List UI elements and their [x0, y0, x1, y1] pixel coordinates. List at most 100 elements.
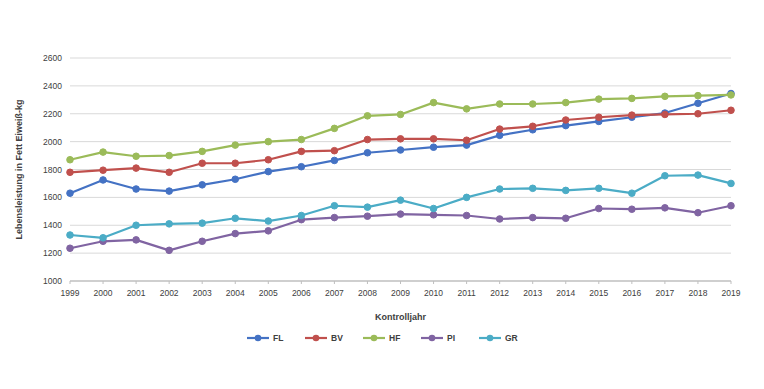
series-line: [70, 94, 731, 194]
x-tick-label: 2007: [325, 288, 344, 298]
x-tick-label: 2019: [722, 288, 741, 298]
series-marker: [133, 237, 140, 244]
series-marker: [463, 194, 470, 201]
x-tick-label: 2015: [589, 288, 608, 298]
series-marker: [364, 204, 371, 211]
x-tick: [202, 281, 203, 284]
x-tick-label: 2006: [292, 288, 311, 298]
series-line: [70, 110, 731, 172]
series-marker: [133, 165, 140, 172]
series-marker: [496, 126, 503, 133]
series-marker: [331, 214, 338, 221]
x-tick-label: 2003: [193, 288, 212, 298]
series-marker: [133, 186, 140, 193]
series-marker: [67, 245, 74, 252]
x-tick: [433, 281, 434, 284]
series-marker: [166, 247, 173, 254]
series-line: [70, 95, 731, 160]
series-marker: [728, 202, 735, 209]
x-tick-label: 2018: [688, 288, 707, 298]
series-marker: [397, 211, 404, 218]
series-marker: [232, 230, 239, 237]
series-marker: [430, 211, 437, 218]
x-tick-label: 2009: [391, 288, 410, 298]
series-marker: [166, 169, 173, 176]
x-tick-label: 2012: [490, 288, 509, 298]
x-tick: [499, 281, 500, 284]
plot-area: [67, 90, 735, 253]
series-marker: [728, 180, 735, 187]
series-marker: [133, 153, 140, 160]
series-marker: [166, 188, 173, 195]
series-marker: [629, 112, 636, 119]
series-marker: [430, 205, 437, 212]
legend-label: BV: [331, 333, 343, 343]
series-marker: [430, 99, 437, 106]
series-marker: [232, 142, 239, 149]
x-tick-label: 2010: [424, 288, 443, 298]
series-marker: [166, 221, 173, 228]
x-tick: [70, 281, 71, 284]
series-marker: [265, 228, 272, 235]
series-marker: [562, 99, 569, 106]
series-marker: [562, 117, 569, 124]
series-marker: [67, 232, 74, 239]
series-marker: [562, 215, 569, 222]
series-marker: [331, 125, 338, 132]
x-tick: [367, 281, 368, 284]
series-marker: [695, 110, 702, 117]
y-tick-label: 1800: [43, 165, 62, 175]
x-tick-label: 2000: [94, 288, 113, 298]
y-tick-label: 2000: [43, 137, 62, 147]
series-marker: [596, 205, 603, 212]
series-marker: [265, 138, 272, 145]
series-marker: [364, 113, 371, 120]
y-tick-label: 1000: [43, 276, 62, 286]
series-marker: [232, 215, 239, 222]
series-marker: [596, 96, 603, 103]
series-marker: [199, 220, 206, 227]
grid-line: [70, 58, 731, 59]
series-marker: [232, 176, 239, 183]
series-marker: [629, 190, 636, 197]
series-marker: [695, 172, 702, 179]
series-marker: [695, 100, 702, 107]
legend-label: FL: [273, 333, 283, 343]
series-marker: [364, 136, 371, 143]
x-tick-label: 2013: [523, 288, 542, 298]
series-marker: [596, 114, 603, 121]
series-marker: [529, 185, 536, 192]
series-marker: [463, 137, 470, 144]
series-marker: [265, 156, 272, 163]
grid-line: [70, 85, 731, 86]
x-tick: [532, 281, 533, 284]
series-marker: [695, 92, 702, 99]
series-marker: [629, 206, 636, 213]
series-line: [70, 206, 731, 251]
series-marker: [199, 182, 206, 189]
series-line: [70, 175, 731, 238]
x-tick: [565, 281, 566, 284]
series-marker: [298, 212, 305, 219]
x-tick-label: 2002: [160, 288, 179, 298]
legend-marker: [487, 335, 494, 342]
series-marker: [298, 136, 305, 143]
series-marker: [166, 152, 173, 159]
legend-marker: [371, 335, 378, 342]
chart: 1000120014001600180020002200240026001999…: [0, 0, 764, 389]
series-marker: [662, 93, 669, 100]
series-marker: [397, 136, 404, 143]
y-axis-title: Lebensleistung in Fett Eiweiß-kg: [14, 99, 24, 239]
x-tick-label: 2005: [259, 288, 278, 298]
series-marker: [397, 111, 404, 118]
series-marker: [364, 149, 371, 156]
series-marker: [529, 123, 536, 130]
x-tick: [664, 281, 665, 284]
y-tick-label: 1200: [43, 248, 62, 258]
x-tick-label: 2004: [226, 288, 245, 298]
x-tick: [334, 281, 335, 284]
legend-label: PI: [447, 333, 455, 343]
series-marker: [298, 148, 305, 155]
x-axis-title: Kontrolljahr: [375, 312, 426, 322]
series-marker: [562, 187, 569, 194]
